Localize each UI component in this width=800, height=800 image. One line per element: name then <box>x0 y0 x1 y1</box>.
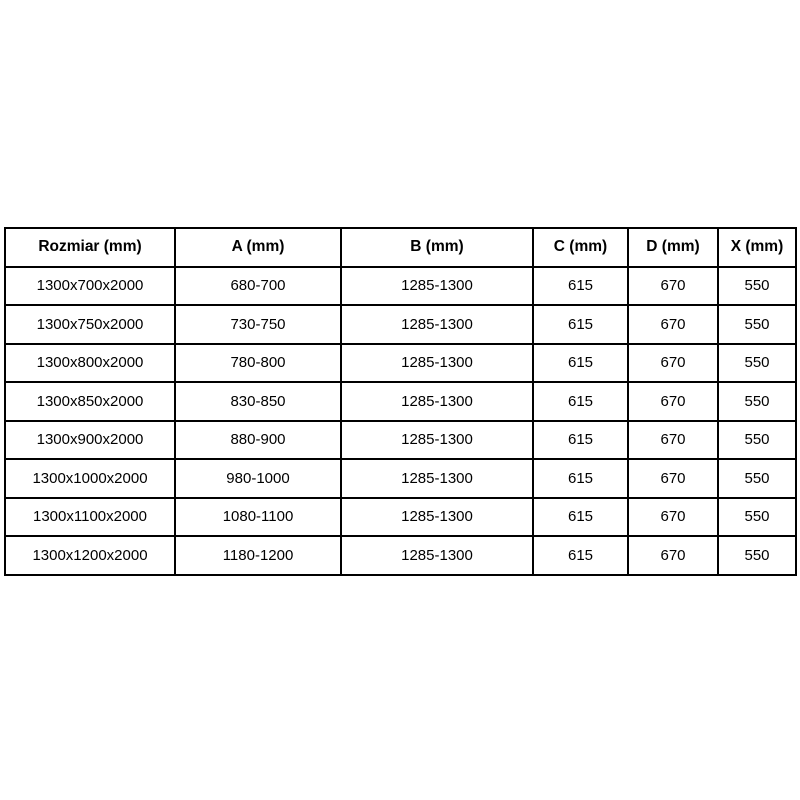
table-cell: 1180-1200 <box>174 535 342 576</box>
table-cell: 1285-1300 <box>340 535 534 576</box>
table-cell: 670 <box>627 304 719 345</box>
table-cell: 550 <box>717 535 797 576</box>
table-cell: 1285-1300 <box>340 265 534 306</box>
table-cell: 550 <box>717 265 797 306</box>
table-cell: 730-750 <box>174 304 342 345</box>
table-cell: 780-800 <box>174 342 342 383</box>
table-cell: 615 <box>532 458 629 499</box>
table-cell: 550 <box>717 304 797 345</box>
table-cell: 830-850 <box>174 381 342 422</box>
column-header: C (mm) <box>532 227 629 268</box>
column-header: Rozmiar (mm) <box>4 227 176 268</box>
table-cell: 670 <box>627 419 719 460</box>
table-cell: 1300x700x2000 <box>4 265 176 306</box>
table-cell: 1285-1300 <box>340 304 534 345</box>
table-cell: 980-1000 <box>174 458 342 499</box>
table-cell: 1285-1300 <box>340 496 534 537</box>
table-cell: 615 <box>532 496 629 537</box>
column-header: X (mm) <box>717 227 797 268</box>
table-header-row: Rozmiar (mm) A (mm) B (mm) C (mm) D (mm) X (m… <box>4 227 797 268</box>
table-row: 1300x1100x2000 1080-1100 1285-1300 615 670 55… <box>4 496 797 537</box>
table-row: 1300x700x2000 680-700 1285-1300 615 670 550 <box>4 265 797 306</box>
table-cell: 1300x1200x2000 <box>4 535 176 576</box>
table-cell: 1300x1100x2000 <box>4 496 176 537</box>
table-cell: 1300x850x2000 <box>4 381 176 422</box>
table-cell: 1300x900x2000 <box>4 419 176 460</box>
table-cell: 615 <box>532 535 629 576</box>
table-cell: 1080-1100 <box>174 496 342 537</box>
table-cell: 1300x1000x2000 <box>4 458 176 499</box>
table-cell: 680-700 <box>174 265 342 306</box>
table-cell: 615 <box>532 265 629 306</box>
table-cell: 670 <box>627 342 719 383</box>
table-cell: 1285-1300 <box>340 342 534 383</box>
table-cell: 615 <box>532 381 629 422</box>
table-body: 1300x700x2000 680-700 1285-1300 615 670 550 13… <box>4 265 797 576</box>
table-cell: 1300x750x2000 <box>4 304 176 345</box>
table-cell: 550 <box>717 458 797 499</box>
size-spec-table: Rozmiar (mm) A (mm) B (mm) C (mm) D (mm) X (m… <box>4 227 797 576</box>
table-cell: 550 <box>717 419 797 460</box>
table-cell: 550 <box>717 342 797 383</box>
table-cell: 615 <box>532 419 629 460</box>
column-header: D (mm) <box>627 227 719 268</box>
table-cell: 615 <box>532 304 629 345</box>
table-cell: 1285-1300 <box>340 381 534 422</box>
column-header: B (mm) <box>340 227 534 268</box>
table-cell: 1285-1300 <box>340 458 534 499</box>
table-cell: 550 <box>717 381 797 422</box>
table-cell: 880-900 <box>174 419 342 460</box>
table-row: 1300x850x2000 830-850 1285-1300 615 670 550 <box>4 381 797 422</box>
table-cell: 670 <box>627 496 719 537</box>
table-cell: 1285-1300 <box>340 419 534 460</box>
table-cell: 670 <box>627 458 719 499</box>
table-row: 1300x900x2000 880-900 1285-1300 615 670 550 <box>4 419 797 460</box>
table-cell: 670 <box>627 265 719 306</box>
table-row: 1300x800x2000 780-800 1285-1300 615 670 550 <box>4 342 797 383</box>
table-row: 1300x1000x2000 980-1000 1285-1300 615 670 550 <box>4 458 797 499</box>
table-cell: 1300x800x2000 <box>4 342 176 383</box>
table-row: 1300x1200x2000 1180-1200 1285-1300 615 670 55… <box>4 535 797 576</box>
table-cell: 670 <box>627 535 719 576</box>
table-cell: 670 <box>627 381 719 422</box>
table-row: 1300x750x2000 730-750 1285-1300 615 670 550 <box>4 304 797 345</box>
column-header: A (mm) <box>174 227 342 268</box>
table-cell: 550 <box>717 496 797 537</box>
table-cell: 615 <box>532 342 629 383</box>
